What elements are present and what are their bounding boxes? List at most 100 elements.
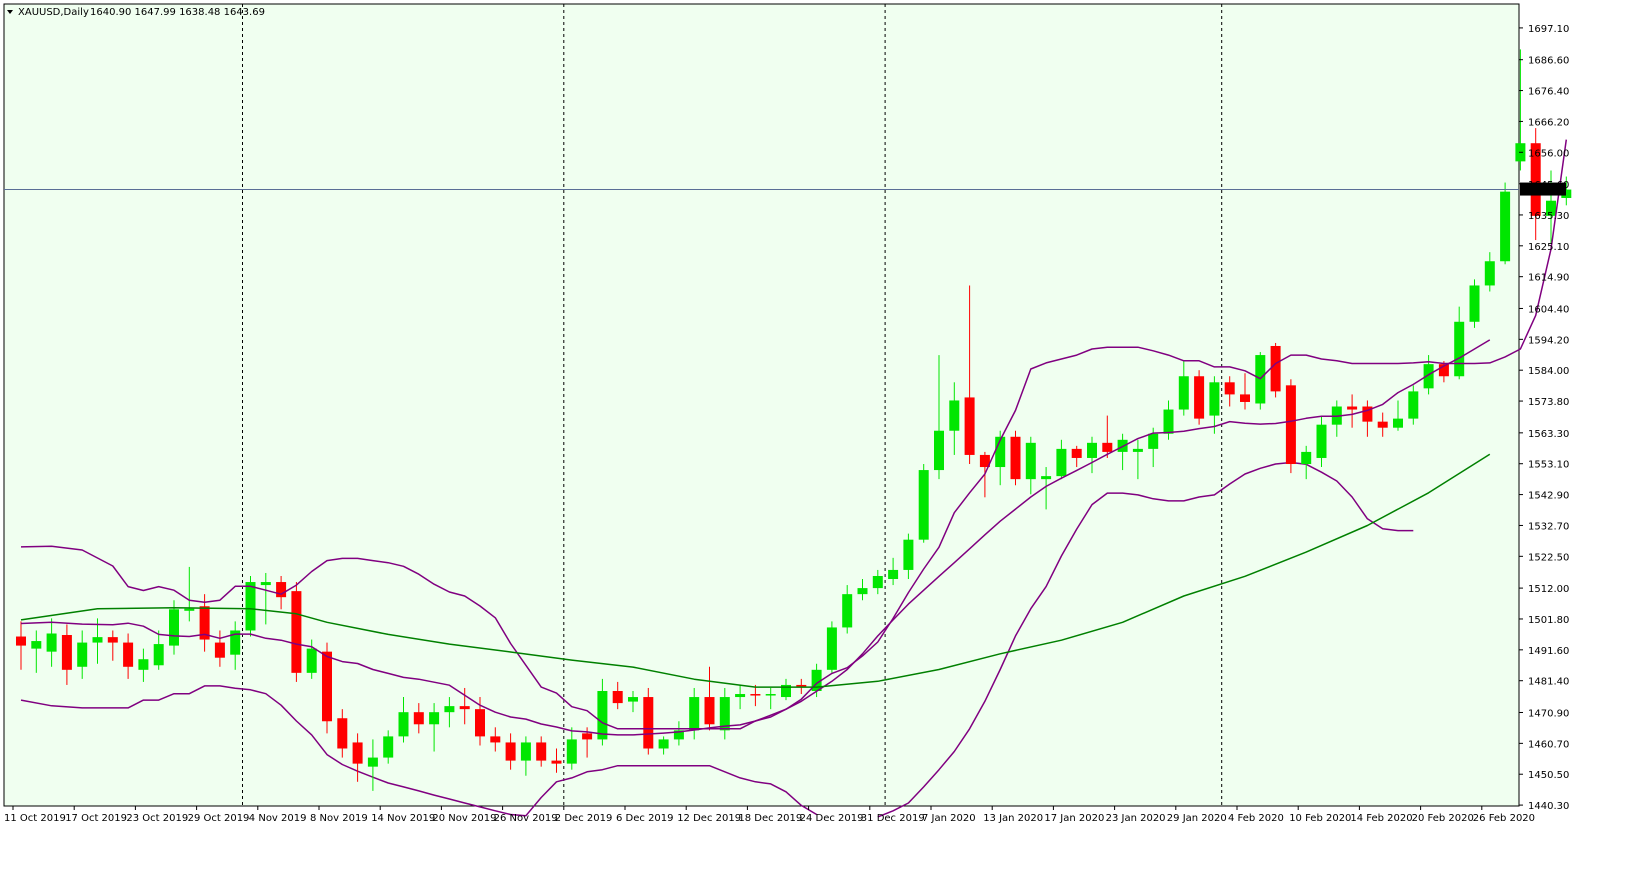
candle-body <box>444 706 455 713</box>
candle <box>77 630 88 679</box>
candle <box>1316 415 1327 468</box>
candle <box>658 736 669 755</box>
candle-body <box>1194 376 1205 419</box>
price-tick-label: 1625.10 <box>1528 242 1569 253</box>
candle-body <box>490 736 501 743</box>
price-tick-label: 1645.60 <box>1528 180 1569 191</box>
candle <box>1561 176 1572 206</box>
candle <box>199 594 210 652</box>
price-tick-label: 1532.70 <box>1528 521 1569 532</box>
candle <box>322 642 332 734</box>
price-tick-label: 1686.60 <box>1528 56 1569 67</box>
candle <box>872 569 883 595</box>
candle <box>888 557 899 586</box>
candle-body <box>857 588 868 595</box>
candle-body <box>888 569 899 580</box>
candle-body <box>92 637 103 643</box>
symbol-label: XAUUSD,Daily <box>18 7 89 18</box>
candle-body <box>536 742 547 761</box>
candle <box>750 684 761 707</box>
candle-body <box>505 742 516 761</box>
candle <box>735 684 746 710</box>
candle-body <box>459 706 470 710</box>
candle <box>1454 306 1465 380</box>
candle-body <box>1500 191 1511 262</box>
price-tick-label: 1542.90 <box>1528 491 1569 502</box>
candle <box>704 666 715 731</box>
candle-body <box>1285 385 1296 465</box>
candle <box>1362 400 1373 437</box>
symbol-menu-triangle-icon[interactable] <box>7 10 13 14</box>
candle-body <box>628 697 638 702</box>
candle-body <box>1546 200 1556 216</box>
candle-body <box>230 630 241 655</box>
current-price-tag-bg <box>1520 182 1566 196</box>
candle <box>444 697 455 728</box>
candle <box>566 727 577 770</box>
candle <box>934 355 944 480</box>
price-axis[interactable]: 1697.10 1686.60 1676.40 1666.20 1656.00 1645.… <box>1519 24 1569 812</box>
candle-body <box>367 757 378 767</box>
candle <box>1469 279 1480 328</box>
time-tick-label: 11 Oct 2019 <box>4 813 66 824</box>
indicators <box>20 139 1568 736</box>
time-axis[interactable]: 11 Oct 2019 17 Oct 2019 23 Oct 2019 29 Oct … <box>4 806 1535 824</box>
candle <box>1285 379 1296 474</box>
time-tick-label: 7 Jan 2020 <box>922 813 976 824</box>
candle <box>61 624 72 685</box>
price-tick-label: 1512.00 <box>1528 584 1569 595</box>
time-tick-label: 20 Nov 2019 <box>432 813 496 824</box>
candle-body <box>16 636 26 646</box>
candle-body <box>597 690 608 740</box>
candle <box>1393 400 1403 431</box>
time-tick-label: 24 Dec 2019 <box>800 813 864 824</box>
candle <box>276 575 287 610</box>
candle-body <box>306 648 317 673</box>
price-tick-label: 1584.00 <box>1528 366 1569 377</box>
plot-area[interactable] <box>3 3 1520 807</box>
candle <box>719 687 730 740</box>
candle-body <box>337 718 348 749</box>
bollinger-middle-line <box>20 339 1491 736</box>
price-tick-label: 1491.60 <box>1528 646 1569 657</box>
candle-body <box>153 644 164 666</box>
time-tick-label: 8 Nov 2019 <box>310 813 368 824</box>
candle <box>230 621 241 670</box>
time-tick-label: 26 Nov 2019 <box>494 813 558 824</box>
candle-body <box>413 712 424 725</box>
candle-body <box>811 669 822 691</box>
price-tick-label: 1563.30 <box>1528 429 1569 440</box>
candle-body <box>1132 448 1143 452</box>
candle <box>520 736 531 776</box>
candle-body <box>184 608 195 611</box>
candle <box>383 730 394 764</box>
candle-body <box>750 694 761 696</box>
time-tick-label: 29 Oct 2019 <box>188 813 250 824</box>
candle-body <box>658 739 669 749</box>
candle-body <box>169 609 179 646</box>
candle <box>367 739 378 791</box>
candle <box>781 678 791 701</box>
price-tick-label: 1522.50 <box>1528 552 1569 563</box>
candle <box>1087 436 1097 474</box>
candle-body <box>46 633 57 652</box>
time-tick-label: 10 Feb 2020 <box>1289 813 1351 824</box>
candle-body <box>260 582 271 586</box>
candle <box>1041 467 1052 510</box>
price-tick-label: 1614.90 <box>1528 273 1569 284</box>
candle-body <box>107 637 118 643</box>
candle-body <box>291 591 302 673</box>
candle-body <box>1224 382 1235 395</box>
time-tick-label: 14 Feb 2020 <box>1350 813 1412 824</box>
price-tick-label: 1440.30 <box>1528 801 1569 812</box>
time-tick-label: 14 Nov 2019 <box>371 813 435 824</box>
candle-body <box>689 697 700 731</box>
bollinger-upper-line <box>20 139 1568 730</box>
candle <box>1240 373 1250 410</box>
price-tick-label: 1460.70 <box>1528 739 1569 750</box>
time-tick-label: 12 Dec 2019 <box>677 813 741 824</box>
candle <box>138 648 149 682</box>
candle-body <box>765 694 776 696</box>
